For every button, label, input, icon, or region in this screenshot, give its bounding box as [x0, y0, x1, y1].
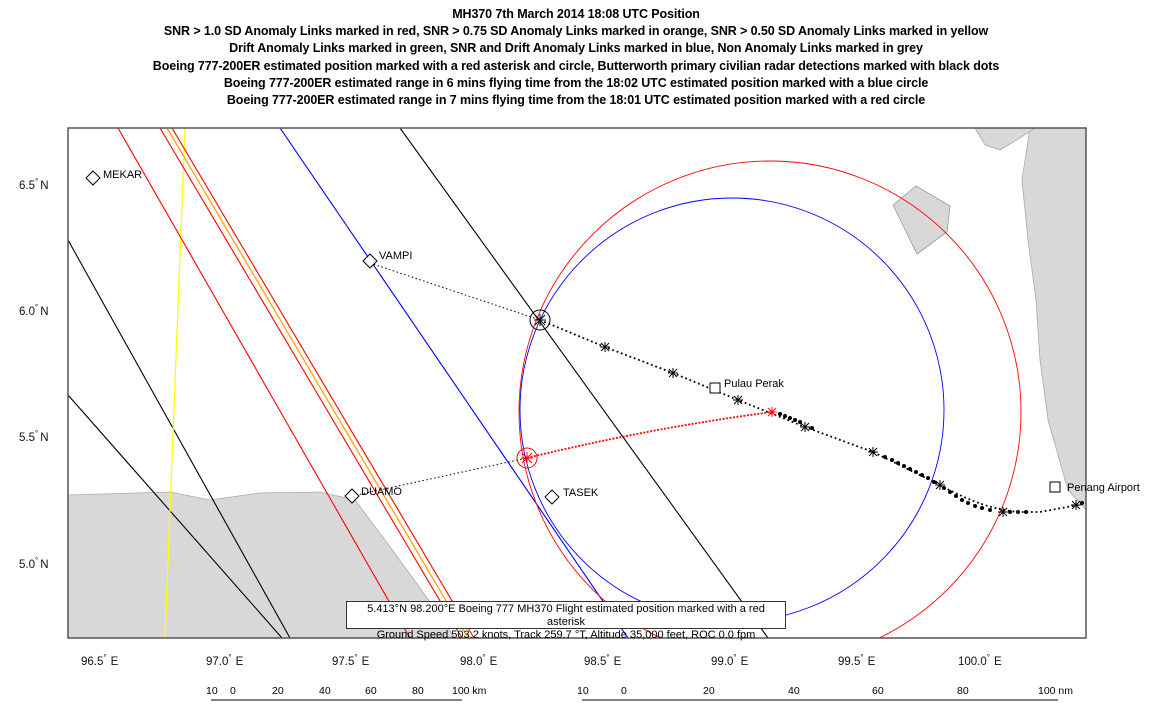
lon-tick-label: 100.0° E — [958, 653, 1002, 668]
lon-tick-label: 99.0° E — [711, 653, 749, 668]
position-info-box: 5.413°N 98.200°E Boeing 777 MH370 Flight… — [346, 601, 786, 641]
scale-km-label: 10 — [206, 685, 218, 697]
plot-frame — [67, 127, 1087, 639]
lat-tick-label: 6.5° N — [19, 177, 49, 192]
airport-square-icon — [1049, 481, 1061, 493]
scale-bar-km: 10 0 20 40 60 80 100 km — [206, 685, 487, 701]
waypoint-diamond-icon — [362, 253, 378, 269]
waypoint-label-mekar: MEKAR — [103, 169, 142, 181]
blue-link-1 — [279, 128, 629, 638]
waypoint-label-pulau-perak: Pulau Perak — [724, 378, 784, 390]
waypoint-penang-airport: Penang Airport — [1049, 481, 1140, 494]
grey-link-1 — [68, 239, 291, 638]
figure-title: MH370 7th March 2014 18:08 UTC Position … — [0, 6, 1152, 109]
radar-detections-dense — [778, 412, 1084, 514]
red-link-2 — [159, 128, 463, 638]
scale-km-label: 20 — [272, 685, 284, 697]
lat-tick-label: 5.0° N — [19, 556, 49, 571]
scale-km-end-label: 100 km — [452, 685, 487, 697]
lon-tick-label: 96.5° E — [81, 653, 119, 668]
estimated-track — [526, 411, 773, 459]
waypoint-label-tasek: TASEK — [563, 487, 599, 499]
title-line-3: Drift Anomaly Links marked in green, SNR… — [229, 41, 923, 56]
island-landmass — [892, 185, 951, 255]
red-link-1 — [117, 128, 411, 638]
track-asterisks — [600, 342, 1081, 517]
lon-tick-label: 97.5° E — [332, 653, 370, 668]
vampi-connector — [369, 262, 541, 321]
longitude-axis: 96.5° E 97.0° E 97.5° E 98.0° E 98.5° E 99.0°… — [81, 653, 1002, 668]
title-line-4: Boeing 777-200ER estimated position mark… — [152, 58, 1000, 73]
lon-tick-label: 99.5° E — [838, 653, 876, 668]
scale-nm-label: 80 — [957, 685, 969, 697]
position-1802-marker — [529, 309, 551, 331]
duamo-connector — [351, 457, 528, 497]
coastline-north — [935, 128, 1036, 151]
lat-tick-label: 5.5° N — [19, 429, 49, 444]
scale-km-label: 40 — [319, 685, 331, 697]
range-circle-7min — [518, 160, 1022, 638]
info-line-2: Ground Speed 503.2 knots, Track 259.7 °T… — [376, 629, 756, 641]
scale-km-label: 0 — [230, 685, 236, 697]
waypoint-mekar: MEKAR — [85, 169, 142, 186]
scale-km-label: 80 — [412, 685, 424, 697]
malay-peninsula-landmass — [1021, 128, 1086, 511]
waypoint-duamo: DUAMO — [344, 486, 402, 504]
title-line-2: SNR > 1.0 SD Anomaly Links marked in red… — [163, 24, 989, 39]
title-line-1: MH370 7th March 2014 18:08 UTC Position — [452, 7, 700, 21]
grey-link-3 — [399, 128, 769, 638]
waypoint-label-duamo: DUAMO — [361, 486, 402, 498]
waypoint-label-vampi: VAMPI — [379, 250, 412, 262]
orange-link-1 — [166, 128, 469, 638]
scale-nm-end-label: 100 nm — [1038, 685, 1073, 697]
waypoint-pulau-perak: Pulau Perak — [709, 378, 784, 394]
waypoint-tasek: TASEK — [544, 487, 599, 505]
scale-nm-label: 0 — [621, 685, 627, 697]
yellow-link-1 — [164, 128, 186, 638]
waypoint-diamond-icon — [85, 170, 101, 186]
info-line-1: 5.413°N 98.200°E Boeing 777 MH370 Flight… — [367, 603, 765, 628]
title-line-6: Boeing 777-200ER estimated range in 7 mi… — [226, 93, 926, 108]
scale-nm-label: 40 — [788, 685, 800, 697]
waypoint-label-penang-airport: Penang Airport — [1067, 482, 1140, 494]
waypoint-vampi: VAMPI — [362, 250, 412, 269]
lon-tick-label: 97.0° E — [206, 653, 244, 668]
scale-nm-label: 60 — [872, 685, 884, 697]
estimated-position-marker — [516, 407, 777, 469]
lon-tick-label: 98.0° E — [460, 653, 498, 668]
scale-km-label: 60 — [365, 685, 377, 697]
red-link-3 — [171, 128, 475, 638]
waypoint-diamond-icon — [344, 488, 360, 504]
latitude-axis: 6.5° N 6.0° N 5.5° N 5.0° N — [19, 177, 49, 571]
scale-nm-label: 10 — [577, 685, 589, 697]
lat-tick-label: 6.0° N — [19, 303, 49, 318]
scale-nm-label: 20 — [703, 685, 715, 697]
scale-bar-nm: 10 0 20 40 60 80 100 nm — [577, 685, 1073, 701]
title-line-5: Boeing 777-200ER estimated range in 6 mi… — [223, 75, 929, 90]
waypoint-diamond-icon — [544, 489, 560, 505]
lon-tick-label: 98.5° E — [584, 653, 622, 668]
airport-square-icon — [709, 382, 721, 394]
grey-link-2 — [68, 394, 283, 638]
